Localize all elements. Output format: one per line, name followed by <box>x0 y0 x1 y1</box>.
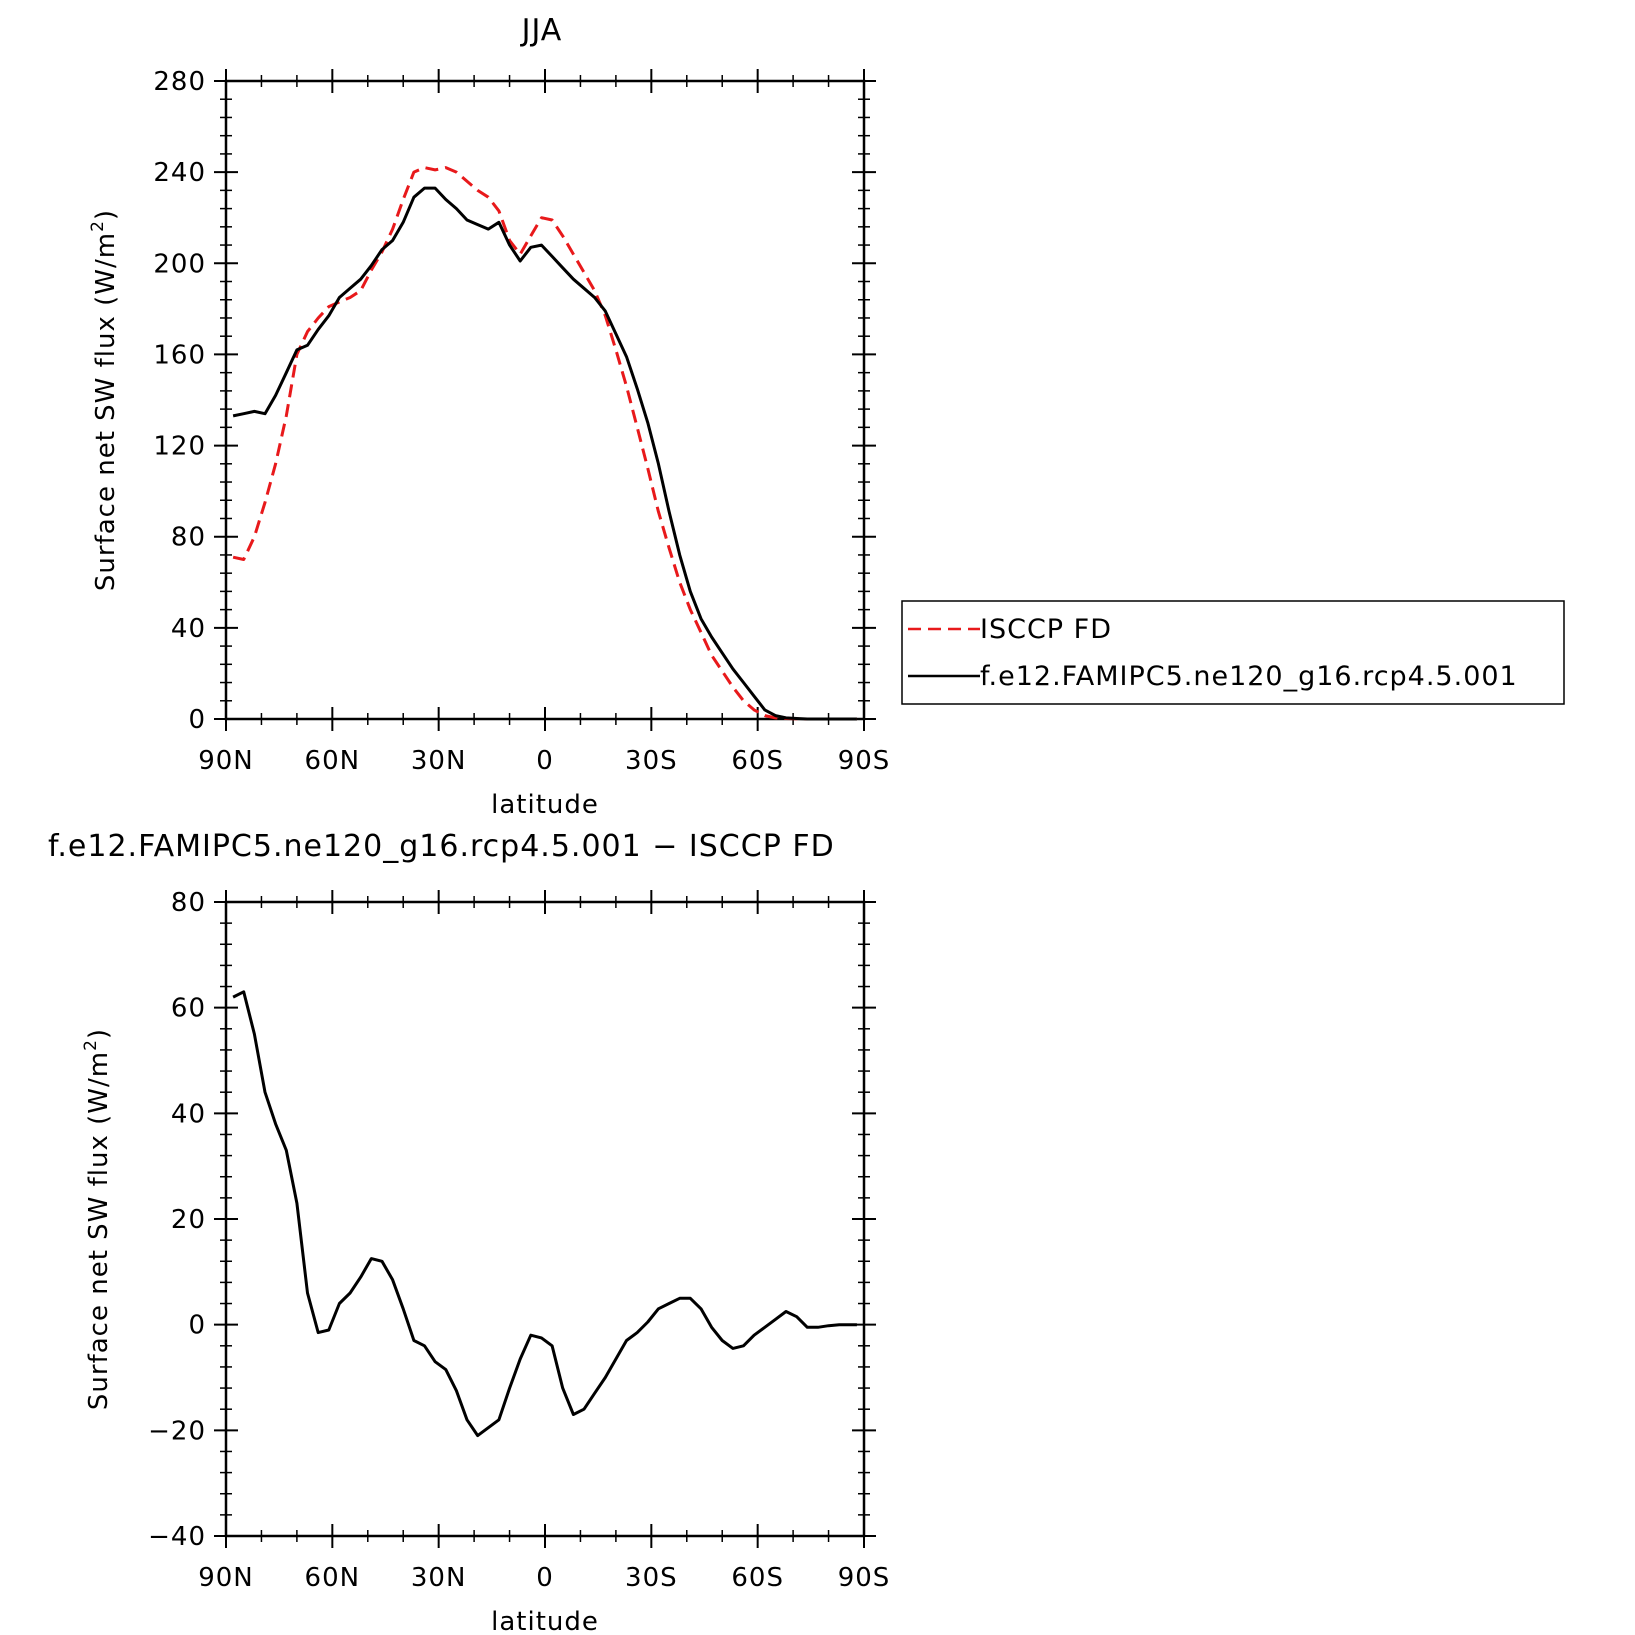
legend-label-isccp-fd: ISCCP FD <box>980 614 1112 645</box>
top-plot-y-tick-label: 240 <box>153 158 206 188</box>
top-plot-y-tick-label: 280 <box>153 67 206 97</box>
bottom-plot-series <box>232 990 857 1438</box>
bottom-plot-y-tick-label: 60 <box>171 994 206 1024</box>
top-plot-series-line-1 <box>232 186 857 721</box>
top-plot-y-tick-label: 40 <box>171 614 206 644</box>
top-plot-y-tick-label: 200 <box>153 249 206 279</box>
top-plot-x-tick-label: 90S <box>838 746 891 776</box>
bottom-plot-x-tick-label: 0 <box>536 1563 554 1593</box>
bottom-plot-x-tick-label: 90S <box>838 1563 891 1593</box>
top-plot-y-tick-label: 160 <box>153 340 206 370</box>
bottom-plot-series-line-0 <box>232 990 857 1438</box>
legend: ISCCP FD f.e12.FAMIPC5.ne120_g16.rcp4.5.… <box>901 600 1565 705</box>
bottom-plot-x-tick-label: 30N <box>411 1563 467 1593</box>
bottom-plot-y-axis-title-superscript: 2 <box>81 1039 101 1051</box>
bottom-plot-x-tick-label: 90N <box>198 1563 254 1593</box>
top-plot-ticks: 0 40 80 120 160 200 240 280 90N 60N 30N 0 30S 60S 90S <box>153 67 891 776</box>
bottom-plot-ticks: −40 −20 0 20 40 60 80 90N 60N 30N 0 30S 60S 90S <box>148 888 891 1593</box>
top-plot-x-tick-label: 30N <box>411 746 467 776</box>
top-plot-x-tick-label: 60N <box>305 746 361 776</box>
top-plot-frame <box>224 79 866 721</box>
top-plot-y-axis-title: Surface net SW flux (W/m2) <box>88 209 121 591</box>
top-plot: JJA 0 40 80 120 160 200 240 280 90N 60N 30N 0 30S 60S… <box>88 13 891 820</box>
bottom-plot-y-tick-label: 40 <box>171 1099 206 1129</box>
top-plot-x-axis-title: latitude <box>491 790 599 820</box>
bottom-plot-y-axis-title-close: ) <box>84 1028 114 1039</box>
bottom-plot-y-tick-label: 80 <box>171 888 206 918</box>
top-plot-x-tick-label: 90N <box>198 746 254 776</box>
bottom-plot-y-tick-label: 0 <box>188 1311 206 1341</box>
bottom-plot-y-axis-title-main: Surface net SW flux (W/m <box>84 1051 114 1410</box>
bottom-plot-x-axis-title: latitude <box>491 1607 599 1635</box>
top-plot-title: JJA <box>520 13 563 48</box>
top-plot-y-axis-title-superscript: 2 <box>88 220 108 232</box>
top-plot-x-tick-label: 30S <box>625 746 678 776</box>
top-plot-y-axis-title-main: Surface net SW flux (W/m <box>91 232 121 591</box>
top-plot-y-tick-label: 120 <box>153 432 206 462</box>
bottom-plot-x-tick-label: 30S <box>625 1563 678 1593</box>
bottom-plot-title: f.e12.FAMIPC5.ne120_g16.rcp4.5.001 − ISC… <box>48 829 835 864</box>
legend-label-model: f.e12.FAMIPC5.ne120_g16.rcp4.5.001 <box>980 661 1518 692</box>
bottom-plot-x-tick-label: 60N <box>305 1563 361 1593</box>
top-plot-series <box>232 166 857 721</box>
top-plot-y-tick-label: 80 <box>171 523 206 553</box>
top-plot-x-tick-label: 0 <box>536 746 554 776</box>
bottom-plot-x-tick-label: 60S <box>731 1563 784 1593</box>
bottom-plot-frame <box>224 900 866 1538</box>
top-plot-y-tick-label: 0 <box>188 705 206 735</box>
legend-box <box>901 600 1565 705</box>
top-plot-x-tick-label: 60S <box>731 746 784 776</box>
top-plot-y-axis-title-close: ) <box>91 209 121 220</box>
bottom-plot-y-tick-label: 20 <box>171 1205 206 1235</box>
bottom-plot-y-tick-label: −20 <box>148 1416 206 1446</box>
bottom-plot-y-axis-title: Surface net SW flux (W/m2) <box>81 1028 114 1410</box>
bottom-plot-y-tick-label: −40 <box>148 1522 206 1552</box>
bottom-plot: f.e12.FAMIPC5.ne120_g16.rcp4.5.001 − ISC… <box>48 829 891 1635</box>
